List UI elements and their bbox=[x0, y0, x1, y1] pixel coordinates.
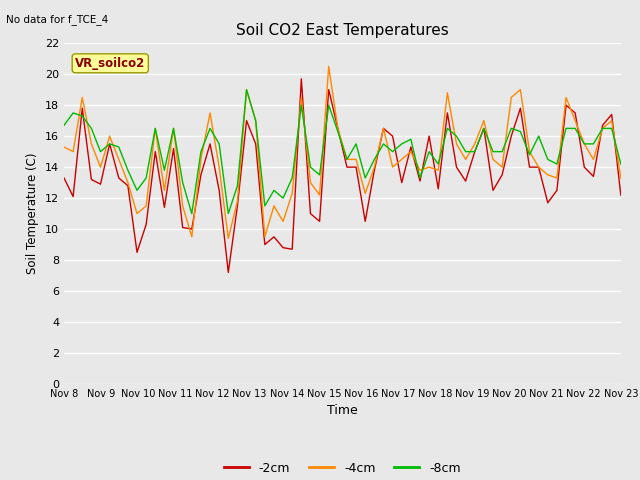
-4cm bbox=[206, 110, 214, 116]
Y-axis label: Soil Temperature (C): Soil Temperature (C) bbox=[26, 153, 39, 275]
Line: -8cm: -8cm bbox=[64, 90, 621, 214]
-2cm bbox=[298, 76, 305, 82]
-4cm bbox=[106, 133, 113, 139]
-2cm bbox=[106, 141, 113, 147]
-4cm bbox=[416, 168, 424, 173]
-8cm bbox=[170, 125, 177, 131]
-8cm bbox=[106, 141, 113, 147]
Text: No data for f_TCE_4: No data for f_TCE_4 bbox=[6, 14, 109, 25]
-4cm bbox=[562, 95, 570, 100]
-2cm bbox=[617, 192, 625, 198]
X-axis label: Time: Time bbox=[327, 405, 358, 418]
-4cm bbox=[352, 156, 360, 162]
-2cm bbox=[206, 141, 214, 147]
-8cm bbox=[562, 125, 570, 131]
Line: -4cm: -4cm bbox=[64, 66, 621, 239]
-4cm bbox=[325, 63, 333, 69]
-4cm bbox=[617, 175, 625, 181]
-2cm bbox=[352, 164, 360, 170]
-8cm bbox=[60, 122, 68, 128]
-8cm bbox=[188, 211, 196, 216]
-2cm bbox=[562, 102, 570, 108]
Legend: -2cm, -4cm, -8cm: -2cm, -4cm, -8cm bbox=[219, 457, 466, 480]
-2cm bbox=[170, 145, 177, 151]
-8cm bbox=[243, 87, 250, 93]
-4cm bbox=[170, 125, 177, 131]
-8cm bbox=[352, 141, 360, 147]
-2cm bbox=[416, 178, 424, 184]
-8cm bbox=[617, 161, 625, 167]
-2cm bbox=[60, 175, 68, 181]
Line: -2cm: -2cm bbox=[64, 79, 621, 273]
-2cm bbox=[225, 270, 232, 276]
-4cm bbox=[60, 144, 68, 150]
Text: VR_soilco2: VR_soilco2 bbox=[75, 57, 145, 70]
-8cm bbox=[215, 141, 223, 147]
Title: Soil CO2 East Temperatures: Soil CO2 East Temperatures bbox=[236, 23, 449, 38]
-8cm bbox=[416, 175, 424, 181]
-4cm bbox=[225, 236, 232, 241]
